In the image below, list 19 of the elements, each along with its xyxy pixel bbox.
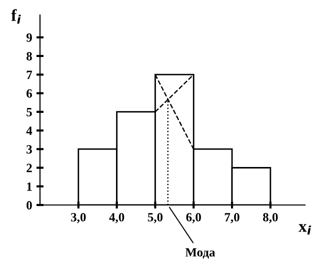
x-axis-title: x$_{i}$	[298, 224, 312, 234]
x-tick-label: 6,0	[186, 213, 201, 224]
x-tick-label: 4,0	[109, 213, 124, 224]
annotation: Мода	[185, 248, 216, 259]
x-tick-label: 5,0	[148, 213, 163, 224]
y-tick-label: 6	[26, 89, 32, 98]
y-axis-title: f$_{i}$	[11, 9, 21, 24]
y-tick-label: 3	[26, 145, 32, 154]
x-tick-label: 8,0	[263, 213, 278, 224]
y-tick-label: 8	[26, 52, 32, 60]
x-tick-label: 3,0	[71, 213, 86, 224]
y-tick-label: 9	[26, 33, 32, 42]
y-tick-label: 7	[26, 70, 32, 79]
y-tick-label: 0	[26, 201, 32, 210]
y-tick-label: 1	[27, 182, 32, 191]
y-tick-label: 5	[26, 108, 32, 116]
x-tick-label: 7,0	[224, 213, 240, 224]
y-tick-label: 2	[26, 164, 32, 172]
y-tick-label: 4	[26, 126, 32, 135]
